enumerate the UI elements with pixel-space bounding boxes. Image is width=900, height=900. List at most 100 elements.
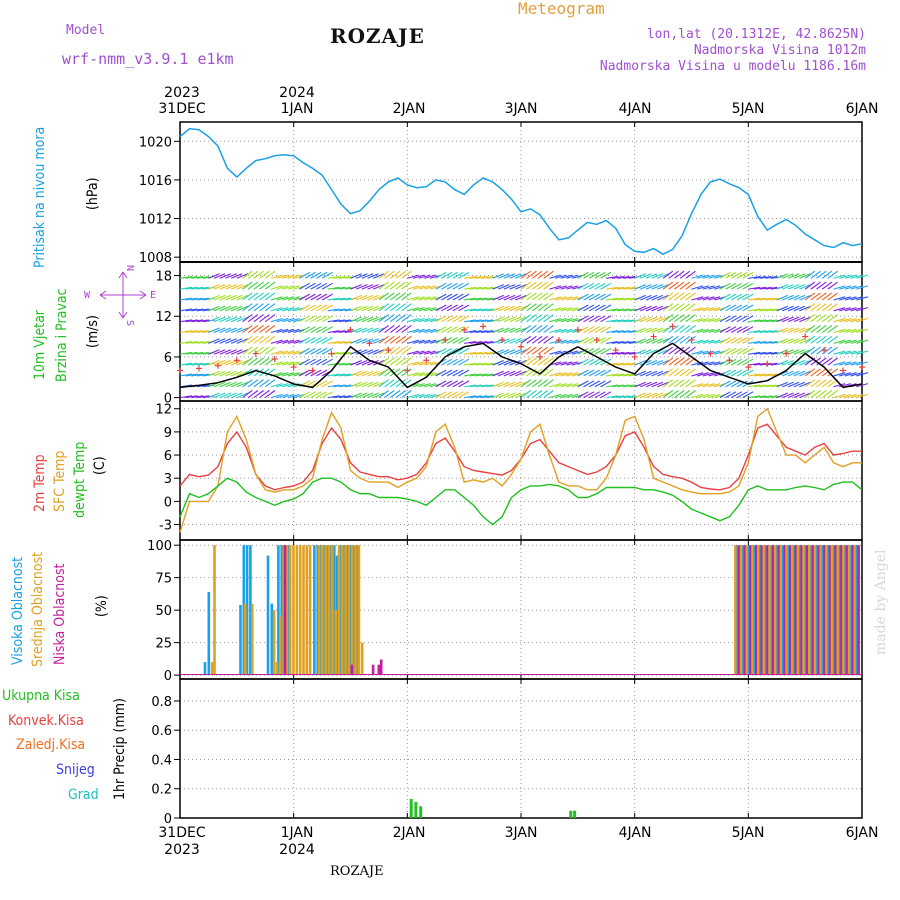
- compass-arrows: [99, 271, 147, 319]
- wind-arrow: [282, 274, 295, 279]
- wind-arrow: [270, 307, 283, 312]
- wind-arrow: [452, 326, 464, 333]
- wind-arrow: [339, 297, 352, 301]
- high-cloud-bar: [326, 545, 329, 676]
- wind-arrow: [304, 358, 316, 366]
- wind-arrow: [623, 341, 636, 344]
- top-date-1: 1JAN: [281, 101, 314, 117]
- wind-arrow: [361, 284, 374, 290]
- wind-arrow: [481, 373, 494, 377]
- wind-arrow: [304, 282, 316, 290]
- mid-cloud-bar: [830, 545, 834, 676]
- wind-labels: 10m Vjetar Brzina i Pravac (m/s) W E N S: [32, 265, 156, 382]
- wind-arrow: [588, 293, 600, 301]
- wind-arrow: [833, 339, 846, 344]
- wind-arrow: [850, 393, 863, 399]
- legend-total: Ukupna Kisa: [2, 688, 80, 704]
- wind-arrow: [623, 351, 636, 355]
- wind-arrow: [839, 296, 851, 301]
- wind-arrow: [827, 303, 838, 312]
- wind-arrow: [844, 317, 857, 323]
- wind-arrow: [594, 380, 606, 388]
- wind-arrow: [219, 273, 232, 279]
- low-cloud-bar: [811, 545, 815, 676]
- wind-arrow: [827, 368, 838, 377]
- wind-arrow: [748, 373, 761, 377]
- wind-arrow: [719, 282, 731, 290]
- wind-arrow: [742, 315, 754, 323]
- wind-arrow: [697, 372, 709, 377]
- wind-arrow: [611, 308, 624, 312]
- wind-arrow: [287, 393, 300, 399]
- wind-arrow: [333, 341, 346, 344]
- wind-arrow: [304, 326, 316, 333]
- high-cloud-bar: [776, 545, 779, 676]
- wind-arrow: [339, 286, 352, 290]
- wind-arrow: [640, 349, 652, 355]
- wind-arrow: [259, 390, 270, 399]
- wind-arrow: [731, 369, 743, 377]
- wind-arrow: [566, 350, 579, 355]
- wind-arrow: [731, 304, 743, 312]
- wind-arrow: [452, 391, 464, 399]
- wind-arrow: [827, 390, 838, 399]
- wind-arrow: [804, 281, 816, 290]
- wind-arrow: [600, 271, 612, 279]
- wind-arrow: [662, 368, 674, 377]
- wind-arrow: [225, 381, 237, 388]
- wind-arrow: [844, 393, 857, 399]
- wind-arrow: [395, 270, 407, 279]
- wind-arrow: [435, 315, 447, 323]
- wind-arrow: [304, 271, 316, 279]
- wind-arrow: [657, 305, 669, 312]
- wind-arrow: [725, 326, 737, 333]
- wind-arrow: [389, 303, 401, 312]
- wind-arrow: [776, 284, 789, 290]
- wind-arrow: [702, 339, 715, 344]
- wind-arrow: [219, 381, 232, 388]
- wind-arrow: [264, 368, 276, 377]
- wind-arrow: [264, 270, 276, 279]
- mid-cloud-bar: [785, 545, 788, 676]
- wind-arrow: [702, 274, 715, 279]
- wind-arrow: [674, 270, 685, 279]
- wind-arrow: [247, 335, 259, 344]
- wind-arrow: [753, 351, 766, 355]
- wind-arrow: [179, 351, 192, 355]
- wind-arrow: [776, 327, 789, 334]
- wind-arrow: [464, 319, 477, 323]
- wind-arrow: [526, 357, 537, 366]
- wind-arrow: [787, 284, 800, 290]
- wind-arrow: [389, 335, 401, 344]
- wind-arrow: [685, 292, 696, 301]
- wind-arrow: [691, 317, 704, 323]
- wind-arrow: [196, 286, 209, 290]
- wind-arrow: [657, 359, 669, 366]
- wind-arrow: [418, 350, 431, 355]
- top-date-0: 31DEC: [158, 101, 205, 117]
- wind-arrow: [464, 275, 477, 279]
- wind-arrow: [606, 395, 619, 399]
- wind-arrow: [316, 282, 328, 290]
- low-cloud-bar: [817, 545, 821, 676]
- wind-arrow: [236, 359, 249, 366]
- wind-arrow: [810, 303, 821, 312]
- wind-arrow: [515, 316, 527, 323]
- mid-cloud-bar: [331, 545, 334, 676]
- wind-arrow: [219, 294, 232, 301]
- wind-arrow: [742, 271, 754, 279]
- wind-arrow: [611, 395, 624, 399]
- top-year-2023: 2023: [164, 85, 200, 101]
- wind-arrow: [355, 370, 368, 377]
- wind-arrow: [844, 285, 857, 290]
- wind-arrow: [623, 373, 636, 377]
- wind-arrow: [708, 393, 721, 399]
- wind-arrow: [691, 296, 704, 301]
- wind-arrow: [731, 391, 743, 399]
- mid-cloud-bar: [275, 662, 279, 676]
- high-cloud-bar: [833, 545, 836, 676]
- wind-arrow: [355, 284, 368, 290]
- wind-arrow: [606, 308, 619, 312]
- wind-arrow: [594, 282, 606, 290]
- wind-arrow: [759, 308, 772, 312]
